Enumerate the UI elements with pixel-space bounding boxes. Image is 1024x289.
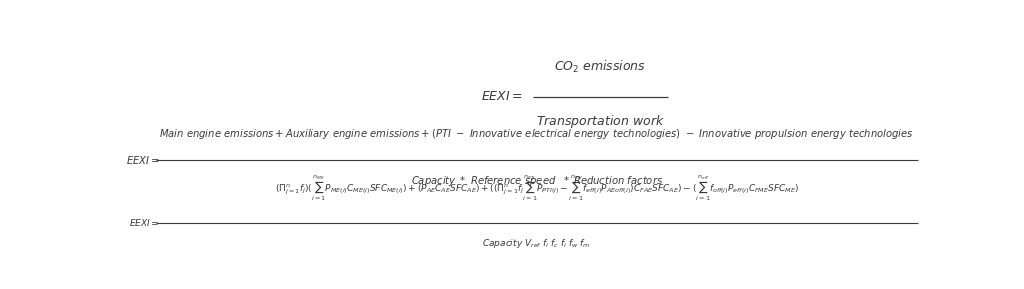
Text: $(\Pi_{j=1}^{n}f_j)(\sum_{i=1}^{n_{ME}}P_{ME(i)}C_{ME(i)}SFC_{ME(i)})+(P_{AE}C_{: $(\Pi_{j=1}^{n}f_j)(\sum_{i=1}^{n_{ME}}P… bbox=[274, 173, 799, 203]
Text: $\it{Capacity}\ V_{ref}\ f_i\ f_c\ f_i\ f_w\ f_m$: $\it{Capacity}\ V_{ref}\ f_i\ f_c\ f_i\ … bbox=[482, 237, 591, 250]
Text: $\it{CO_2}$ $\it{emissions}$: $\it{CO_2}$ $\it{emissions}$ bbox=[554, 59, 646, 75]
Text: $\it{Transportation\ work}$: $\it{Transportation\ work}$ bbox=[536, 113, 665, 129]
Text: $\it{EEXI} =$: $\it{EEXI} =$ bbox=[129, 217, 160, 228]
Text: $\it{EEXI} =$: $\it{EEXI} =$ bbox=[126, 154, 160, 166]
Text: $\it{Capacity\ *\ Reference\ speed\ \ *\ Reduction\ factors}$: $\it{Capacity\ *\ Reference\ speed\ \ *\… bbox=[411, 174, 663, 188]
Text: $\it{Main\ engine\ emissions + Auxiliary\ engine\ emissions + (PTI\ -\ Innovativ: $\it{Main\ engine\ emissions + Auxiliary… bbox=[160, 127, 914, 142]
Text: $\it{EEXI} =$: $\it{EEXI} =$ bbox=[481, 90, 523, 103]
